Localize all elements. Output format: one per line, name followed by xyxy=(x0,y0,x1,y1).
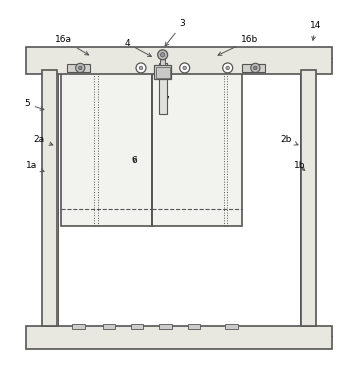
Bar xyxy=(67,64,90,72)
Circle shape xyxy=(158,50,168,60)
Bar xyxy=(61,72,152,226)
Bar xyxy=(156,67,170,78)
Text: 5: 5 xyxy=(24,99,44,110)
Circle shape xyxy=(183,66,187,70)
Text: 1b: 1b xyxy=(294,161,305,170)
Text: 6: 6 xyxy=(132,156,137,165)
Bar xyxy=(152,72,242,226)
Bar xyxy=(242,64,265,72)
Circle shape xyxy=(180,63,190,73)
Circle shape xyxy=(251,63,260,73)
Bar xyxy=(301,70,316,326)
Text: 16a: 16a xyxy=(55,35,89,55)
Bar xyxy=(188,324,200,329)
Bar xyxy=(131,324,144,329)
Circle shape xyxy=(136,63,146,73)
Text: 3: 3 xyxy=(165,19,185,46)
Bar xyxy=(225,324,238,329)
Circle shape xyxy=(226,66,229,70)
Bar xyxy=(72,324,85,329)
Bar xyxy=(42,70,57,326)
Circle shape xyxy=(223,63,233,73)
Bar xyxy=(103,324,115,329)
Circle shape xyxy=(253,66,257,70)
Circle shape xyxy=(78,66,82,70)
Text: 16b: 16b xyxy=(218,35,259,55)
Text: 1a: 1a xyxy=(26,161,44,172)
Bar xyxy=(154,65,171,79)
Text: 14: 14 xyxy=(310,21,321,40)
Circle shape xyxy=(76,63,85,73)
Text: 7: 7 xyxy=(164,96,169,105)
Bar xyxy=(159,324,172,329)
Text: 4: 4 xyxy=(125,39,151,56)
Bar xyxy=(26,326,332,349)
Bar xyxy=(160,58,165,65)
Text: 2a: 2a xyxy=(33,135,53,145)
Bar xyxy=(159,63,166,115)
Bar xyxy=(26,47,332,73)
Text: 2b: 2b xyxy=(280,135,298,145)
Circle shape xyxy=(139,66,143,70)
Circle shape xyxy=(160,53,165,57)
